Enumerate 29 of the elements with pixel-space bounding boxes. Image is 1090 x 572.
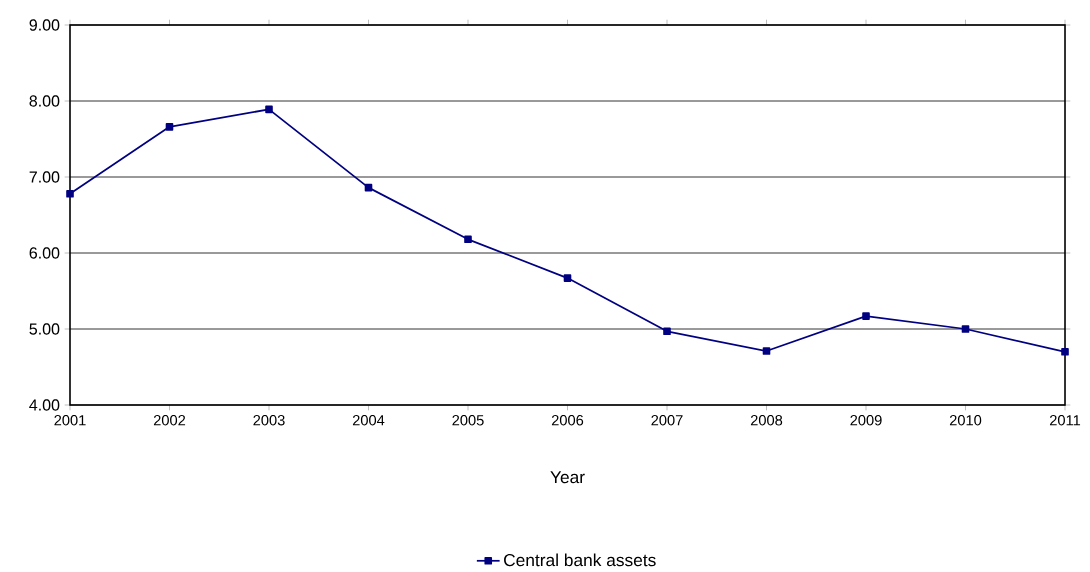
- y-tick-label: 4.00: [29, 399, 60, 411]
- point: [1061, 348, 1069, 356]
- x-tick-label: 2004: [352, 415, 385, 426]
- point: [663, 327, 671, 336]
- y-tick-label: 6.00: [29, 247, 60, 259]
- point: [961, 325, 970, 333]
- point: [464, 235, 472, 244]
- x-axis-title: Year: [550, 471, 585, 484]
- x-tick-label: 2007: [651, 415, 683, 426]
- x-tick-label: 2003: [253, 415, 285, 426]
- point: [563, 274, 572, 282]
- x-tick-label: 2008: [750, 415, 783, 426]
- x-tick-label: 2001: [54, 415, 86, 426]
- legend-label: Central bank assets: [504, 553, 656, 567]
- y-tick-label: 8.00: [29, 95, 60, 107]
- x-tick-label: 2009: [850, 415, 882, 426]
- y-tick-label: 9.00: [29, 19, 60, 31]
- point: [265, 105, 273, 114]
- x-tick-label: 2010: [949, 415, 982, 426]
- point: [862, 312, 870, 320]
- point: [165, 123, 174, 131]
- point: [66, 189, 74, 198]
- x-tick-label: 2005: [452, 415, 484, 426]
- x-tick-label: 2002: [153, 415, 186, 426]
- x-tick-label: 2011: [1049, 415, 1081, 426]
- y-tick-label: 5.00: [29, 323, 60, 335]
- y-tick-label: 7.00: [29, 171, 60, 183]
- point: [762, 347, 771, 355]
- x-tick-label: 2006: [551, 415, 584, 426]
